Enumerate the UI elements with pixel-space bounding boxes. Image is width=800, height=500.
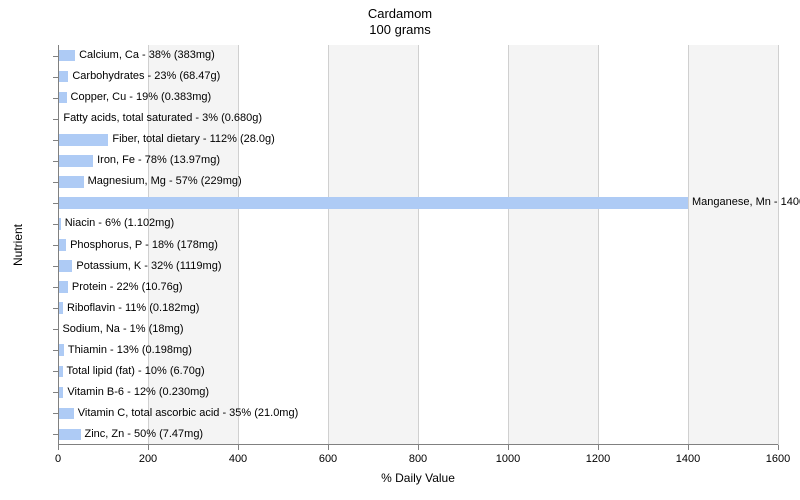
nutrient-bar bbox=[58, 71, 68, 83]
plot-shade-band bbox=[418, 45, 508, 445]
x-tick-label: 1600 bbox=[766, 453, 790, 465]
x-tick-label: 1200 bbox=[586, 453, 610, 465]
x-tick-label: 1000 bbox=[496, 453, 520, 465]
x-gridline bbox=[328, 45, 329, 445]
x-tick bbox=[598, 445, 599, 450]
nutrient-bar bbox=[58, 429, 81, 441]
nutrient-bar bbox=[58, 281, 68, 293]
nutrient-bar-label: Calcium, Ca - 38% (383mg) bbox=[79, 50, 215, 61]
nutrient-bar bbox=[58, 50, 75, 62]
x-tick bbox=[418, 445, 419, 450]
nutrient-bar-label: Thiamin - 13% (0.198mg) bbox=[68, 345, 192, 356]
nutrient-bar-label: Vitamin B-6 - 12% (0.230mg) bbox=[67, 387, 209, 398]
nutrient-bar-label: Manganese, Mn - 1400% (28.000mg) bbox=[692, 197, 800, 208]
nutrient-bar bbox=[58, 92, 67, 104]
x-tick bbox=[148, 445, 149, 450]
chart-title: Cardamom bbox=[0, 6, 800, 22]
nutrient-bar-label: Copper, Cu - 19% (0.383mg) bbox=[71, 92, 212, 103]
nutrient-chart: Cardamom 100 grams % Daily Value Nutrien… bbox=[0, 0, 800, 500]
x-gridline bbox=[418, 45, 419, 445]
x-tick-label: 0 bbox=[55, 453, 61, 465]
plot-shade-band bbox=[508, 45, 598, 445]
x-tick-label: 600 bbox=[319, 453, 337, 465]
nutrient-bar bbox=[58, 155, 93, 167]
nutrient-bar-label: Potassium, K - 32% (1119mg) bbox=[76, 261, 221, 272]
x-tick-label: 400 bbox=[229, 453, 247, 465]
y-axis-line bbox=[58, 45, 59, 445]
x-axis-title: % Daily Value bbox=[58, 471, 778, 485]
x-tick bbox=[58, 445, 59, 450]
x-tick-label: 1400 bbox=[676, 453, 700, 465]
nutrient-bar-label: Phosphorus, P - 18% (178mg) bbox=[70, 240, 218, 251]
x-gridline bbox=[688, 45, 689, 445]
nutrient-bar-label: Total lipid (fat) - 10% (6.70g) bbox=[67, 366, 205, 377]
nutrient-bar-label: Vitamin C, total ascorbic acid - 35% (21… bbox=[78, 408, 299, 419]
nutrient-bar bbox=[58, 197, 688, 209]
x-gridline bbox=[778, 45, 779, 445]
nutrient-bar bbox=[58, 239, 66, 251]
plot-shade-band bbox=[238, 45, 328, 445]
plot-shade-band bbox=[688, 45, 778, 445]
nutrient-bar bbox=[58, 408, 74, 420]
nutrient-bar-label: Fiber, total dietary - 112% (28.0g) bbox=[112, 134, 274, 145]
chart-subtitle: 100 grams bbox=[0, 22, 800, 38]
plot-shade-band bbox=[598, 45, 688, 445]
x-tick bbox=[688, 445, 689, 450]
nutrient-bar-label: Niacin - 6% (1.102mg) bbox=[65, 218, 174, 229]
x-tick bbox=[778, 445, 779, 450]
plot-shade-band bbox=[328, 45, 418, 445]
x-axis-line bbox=[58, 444, 778, 445]
nutrient-bar bbox=[58, 134, 108, 146]
x-tick bbox=[508, 445, 509, 450]
nutrient-bar bbox=[58, 260, 72, 272]
nutrient-bar-label: Riboflavin - 11% (0.182mg) bbox=[67, 303, 199, 314]
nutrient-bar-label: Fatty acids, total saturated - 3% (0.680… bbox=[63, 113, 262, 124]
x-gridline bbox=[238, 45, 239, 445]
x-gridline bbox=[508, 45, 509, 445]
nutrient-bar-label: Zinc, Zn - 50% (7.47mg) bbox=[85, 429, 204, 440]
nutrient-bar-label: Magnesium, Mg - 57% (229mg) bbox=[88, 176, 242, 187]
y-axis-title: Nutrient bbox=[11, 224, 25, 266]
nutrient-bar-label: Sodium, Na - 1% (18mg) bbox=[62, 324, 183, 335]
nutrient-bar bbox=[58, 176, 84, 188]
nutrient-bar-label: Iron, Fe - 78% (13.97mg) bbox=[97, 155, 220, 166]
plot-area: % Daily Value Nutrient 02004006008001000… bbox=[58, 45, 778, 445]
x-tick-label: 800 bbox=[409, 453, 427, 465]
nutrient-bar-label: Protein - 22% (10.76g) bbox=[72, 282, 183, 293]
x-gridline bbox=[598, 45, 599, 445]
x-tick-label: 200 bbox=[139, 453, 157, 465]
x-tick bbox=[238, 445, 239, 450]
x-tick bbox=[328, 445, 329, 450]
nutrient-bar-label: Carbohydrates - 23% (68.47g) bbox=[72, 71, 220, 82]
